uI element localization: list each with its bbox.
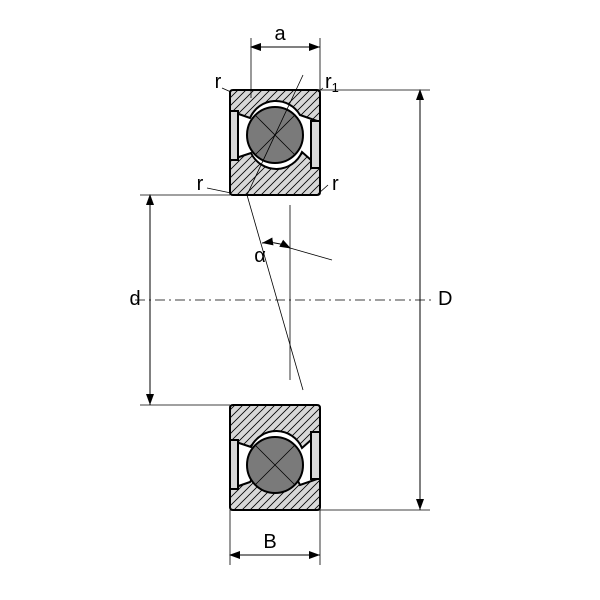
bearing-diagram: a B d D r r1 r r α [0,0,600,600]
label-d: d [129,288,140,310]
label-r-ir: r [332,173,339,195]
alpha-arc [262,243,290,248]
label-B: B [263,531,276,553]
label-r-tl: r [215,71,222,93]
bottom-section [230,405,320,510]
dim-a [251,38,320,90]
label-alpha: α [254,245,266,267]
label-D: D [438,288,452,310]
top-section [230,90,320,195]
label-r-il: r [197,173,204,195]
label-r1: r1 [325,71,339,95]
contact-line-extended [247,195,303,390]
label-a: a [274,23,286,45]
